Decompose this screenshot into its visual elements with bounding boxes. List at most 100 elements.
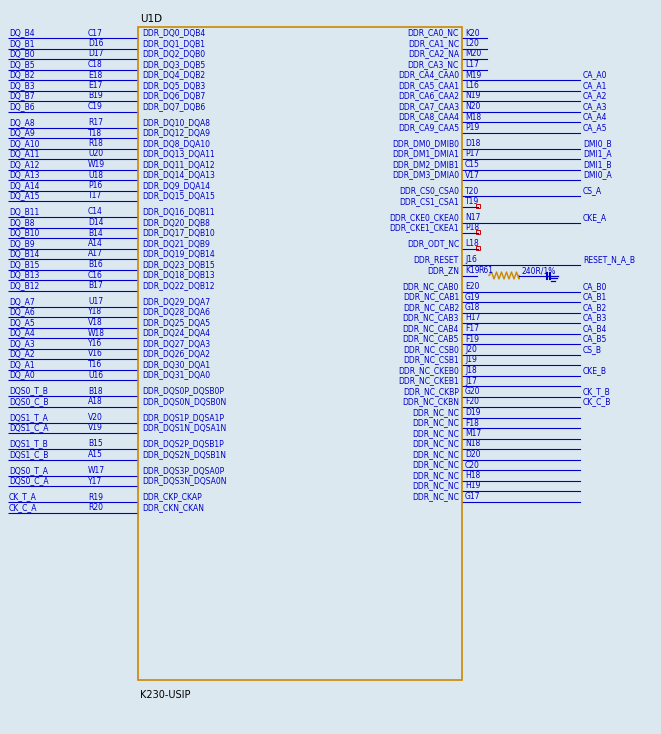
Text: DDR_DQ22_DQB12: DDR_DQ22_DQB12	[142, 281, 215, 290]
Text: W17: W17	[88, 466, 105, 475]
Text: DDR_CA5_CAA1: DDR_CA5_CAA1	[398, 81, 459, 90]
Bar	[476, 230, 480, 234]
Text: DQ_B14: DQ_B14	[9, 250, 40, 258]
Text: DQ_A4: DQ_A4	[9, 329, 35, 338]
Text: J17: J17	[465, 377, 477, 385]
Text: DQ_B12: DQ_B12	[9, 281, 39, 290]
Bar	[138, 27, 462, 680]
Text: T19: T19	[465, 197, 479, 206]
Text: C17: C17	[88, 29, 103, 37]
Text: DQ_B2: DQ_B2	[9, 70, 34, 79]
Text: DDR_DM2_DMIB1: DDR_DM2_DMIB1	[392, 160, 459, 169]
Text: DQS1_C_A: DQS1_C_A	[9, 424, 48, 432]
Text: Y16: Y16	[88, 339, 102, 348]
Text: B18: B18	[88, 387, 102, 396]
Text: DQ_B15: DQ_B15	[9, 260, 40, 269]
Text: DDR_DQ23_DQB15: DDR_DQ23_DQB15	[142, 260, 215, 269]
Text: DDR_DQ11_DQA12: DDR_DQ11_DQA12	[142, 160, 215, 169]
Text: DDR_DQ8_DQA10: DDR_DQ8_DQA10	[142, 139, 210, 148]
Text: P16: P16	[88, 181, 102, 190]
Text: DQ_A2: DQ_A2	[9, 349, 34, 358]
Text: DQ_B5: DQ_B5	[9, 60, 34, 69]
Text: C19: C19	[88, 102, 103, 111]
Text: G18: G18	[465, 303, 481, 312]
Text: DDR_DQ27_DQA3: DDR_DQ27_DQA3	[142, 339, 210, 348]
Text: U20: U20	[88, 150, 103, 159]
Text: T18: T18	[88, 128, 102, 137]
Text: DQ_A10: DQ_A10	[9, 139, 40, 148]
Text: H19: H19	[465, 482, 481, 490]
Text: DDR_DQ4_DQB2: DDR_DQ4_DQB2	[142, 70, 205, 79]
Text: DDR_DQS1N_DQSA1N: DDR_DQS1N_DQSA1N	[142, 424, 226, 432]
Text: DDR_NC_NC: DDR_NC_NC	[412, 408, 459, 417]
Text: DDR_NC_NC: DDR_NC_NC	[412, 460, 459, 470]
Text: DDR_DQ30_DQA1: DDR_DQ30_DQA1	[142, 360, 210, 369]
Text: DDR_DQ0_DQB4: DDR_DQ0_DQB4	[142, 29, 206, 37]
Text: DDR_DQ19_DQB14: DDR_DQ19_DQB14	[142, 250, 215, 258]
Text: M20: M20	[465, 49, 481, 59]
Text: E18: E18	[88, 70, 102, 79]
Text: DDR_NC_NC: DDR_NC_NC	[412, 482, 459, 490]
Text: DQ_B6: DQ_B6	[9, 102, 34, 111]
Text: DDR_CA2_NA: DDR_CA2_NA	[408, 49, 459, 59]
Text: CK_T_B: CK_T_B	[583, 387, 611, 396]
Text: DDR_NC_CAB1: DDR_NC_CAB1	[403, 293, 459, 302]
Text: DQ_A6: DQ_A6	[9, 308, 35, 316]
Text: R19: R19	[88, 493, 103, 501]
Text: DQ_B0: DQ_B0	[9, 49, 34, 59]
Text: DDR_CA0_NC: DDR_CA0_NC	[408, 29, 459, 37]
Text: DQ_A9: DQ_A9	[9, 128, 35, 137]
Text: DDR_DQS1P_DQSA1P: DDR_DQS1P_DQSA1P	[142, 413, 224, 422]
Text: DQ_B9: DQ_B9	[9, 239, 34, 248]
Text: DDR_DQ6_DQB7: DDR_DQ6_DQB7	[142, 92, 206, 101]
Text: DDR_DQ14_DQA13: DDR_DQ14_DQA13	[142, 170, 215, 180]
Text: D14: D14	[88, 218, 104, 227]
Text: J16: J16	[465, 255, 477, 264]
Text: R61: R61	[478, 266, 493, 275]
Text: U17: U17	[88, 297, 103, 306]
Text: U1D: U1D	[140, 14, 162, 24]
Text: CS_B: CS_B	[583, 345, 602, 354]
Text: DDR_DQS2N_DQSB1N: DDR_DQS2N_DQSB1N	[142, 450, 226, 459]
Text: A18: A18	[88, 397, 102, 406]
Text: B16: B16	[88, 260, 102, 269]
Text: K230-USIP: K230-USIP	[140, 690, 190, 700]
Text: L17: L17	[465, 60, 479, 69]
Text: DDR_NC_CSB1: DDR_NC_CSB1	[403, 355, 459, 365]
Text: DDR_NC_CKBP: DDR_NC_CKBP	[403, 387, 459, 396]
Text: C15: C15	[465, 160, 480, 169]
Text: DMI1_B: DMI1_B	[583, 160, 611, 169]
Text: M19: M19	[465, 70, 481, 79]
Text: CA_A4: CA_A4	[583, 112, 607, 122]
Text: D18: D18	[465, 139, 481, 148]
Text: B14: B14	[88, 228, 102, 238]
Text: F17: F17	[465, 324, 479, 333]
Text: DDR_NC_NC: DDR_NC_NC	[412, 450, 459, 459]
Text: V20: V20	[88, 413, 103, 422]
Text: DQ_A13: DQ_A13	[9, 170, 40, 180]
Text: DDR_NC_CAB2: DDR_NC_CAB2	[403, 303, 459, 312]
Text: CK_T_A: CK_T_A	[9, 493, 37, 501]
Text: L16: L16	[465, 81, 479, 90]
Text: DDR_CKE1_CKEA1: DDR_CKE1_CKEA1	[389, 223, 459, 233]
Text: D19: D19	[465, 408, 481, 417]
Text: K20: K20	[465, 29, 480, 37]
Text: DDR_DQ10_DQA8: DDR_DQ10_DQA8	[142, 118, 210, 127]
Text: F18: F18	[465, 418, 479, 427]
Text: F19: F19	[465, 335, 479, 344]
Text: DDR_NC_NC: DDR_NC_NC	[412, 418, 459, 427]
Text: DQS1_T_A: DQS1_T_A	[9, 413, 48, 422]
Text: Y17: Y17	[88, 476, 102, 485]
Text: C20: C20	[465, 460, 480, 470]
Text: DQ_A0: DQ_A0	[9, 371, 35, 379]
Text: DDR_DQ12_DQA9: DDR_DQ12_DQA9	[142, 128, 210, 137]
Text: DDR_DQ5_DQB3: DDR_DQ5_DQB3	[142, 81, 206, 90]
Text: V17: V17	[465, 170, 480, 180]
Text: F20: F20	[465, 398, 479, 407]
Text: P18: P18	[465, 223, 479, 233]
Bar	[476, 246, 480, 250]
Text: DQ_A3: DQ_A3	[9, 339, 35, 348]
Text: C16: C16	[88, 271, 103, 280]
Text: DDR_DQ26_DQA2: DDR_DQ26_DQA2	[142, 349, 210, 358]
Text: DDR_DM3_DMIA0: DDR_DM3_DMIA0	[392, 170, 459, 180]
